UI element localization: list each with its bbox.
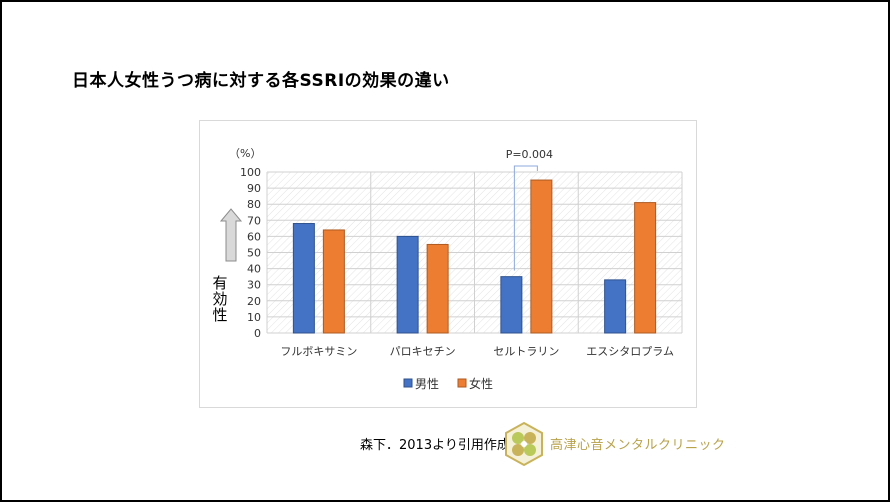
x-tick-labels: フルボキサミン パロキセチン セルトラリン エスシタロプラム — [280, 345, 674, 358]
bar-male — [292, 223, 315, 334]
significance-annotation: P=0.004 — [506, 148, 553, 271]
annotation-connector — [513, 165, 538, 271]
bar-female — [634, 202, 657, 334]
bar-female — [322, 229, 345, 334]
bar-male — [500, 276, 523, 334]
bar-male — [396, 235, 419, 334]
clinic-logo-icon — [505, 421, 543, 467]
bar-female — [530, 179, 553, 334]
legend-label: 男性 — [415, 377, 439, 391]
y-tick-labels: 0 10 20 30 40 50 60 70 80 90 100 — [240, 166, 261, 340]
y-axis-label-char: 有 — [212, 274, 227, 292]
legend-label: 女性 — [469, 376, 493, 391]
y-tick-label: 90 — [247, 182, 261, 195]
bar-female — [426, 243, 449, 334]
source-credit: 森下．2013より引用作成 — [360, 438, 510, 453]
legend-swatch — [403, 378, 413, 388]
x-tick-label: セルトラリン — [493, 345, 559, 358]
y-axis-label: 有効性 — [212, 274, 227, 324]
y-tick-label: 80 — [247, 198, 261, 211]
y-tick-label: 40 — [247, 263, 261, 276]
x-tick-label: フルボキサミン — [280, 345, 357, 358]
y-tick-label: 60 — [247, 230, 261, 243]
legend: 男性 女性 — [403, 376, 493, 391]
y-tick-label: 0 — [254, 327, 261, 340]
legend-swatch — [457, 378, 467, 388]
y-tick-label: 50 — [247, 247, 261, 260]
y-axis-label-char: 効 — [212, 290, 227, 308]
chart-container: 0 10 20 30 40 50 60 70 80 90 100 フルボキサミン パロキセチン セルトラ… — [199, 120, 697, 408]
clinic-name: 高津心音メンタルクリニック — [550, 438, 726, 453]
y-tick-label: 70 — [247, 214, 261, 227]
bars — [292, 179, 657, 334]
y-unit-label: （%） — [229, 147, 261, 160]
bar-chart: 0 10 20 30 40 50 60 70 80 90 100 フルボキサミン パロキセチン セルトラ… — [212, 147, 683, 391]
y-tick-label: 20 — [247, 295, 261, 308]
up-arrow-icon — [219, 208, 243, 262]
y-tick-label: 100 — [240, 166, 261, 179]
x-tick-label: パロキセチン — [390, 345, 456, 358]
x-tick-label: エスシタロプラム — [586, 345, 674, 358]
y-tick-label: 30 — [247, 279, 261, 292]
p-value-label: P=0.004 — [506, 148, 553, 161]
y-tick-label: 10 — [247, 311, 261, 324]
slide-title: 日本人女性うつ病に対する各SSRIの効果の違い — [72, 71, 450, 91]
bar-male — [604, 279, 627, 334]
y-axis-label-char: 性 — [212, 306, 227, 324]
